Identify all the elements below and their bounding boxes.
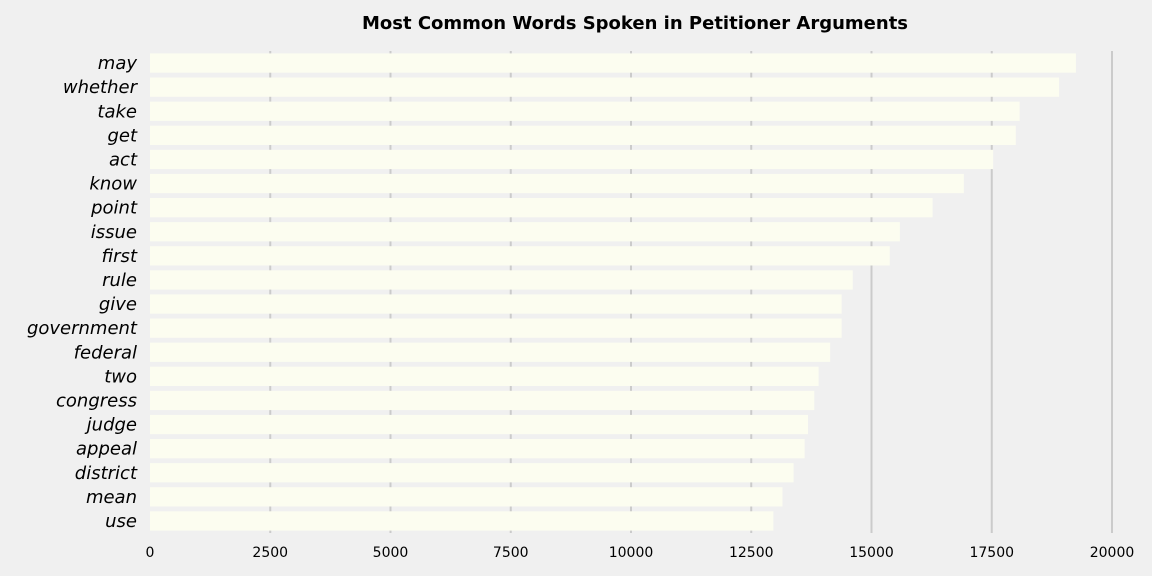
category-label: give (99, 294, 137, 315)
category-label: federal (74, 342, 137, 363)
bar-two (150, 366, 819, 386)
chart-title: Most Common Words Spoken in Petitioner A… (362, 13, 908, 34)
bar-judge (150, 414, 809, 435)
category-label: whether (63, 77, 139, 98)
category-label: get (107, 125, 138, 146)
bar-government (150, 318, 842, 338)
x-tick-label: 5000 (373, 545, 409, 561)
bar-point (150, 198, 933, 218)
bar-district (150, 463, 794, 483)
category-label: judge (84, 415, 137, 436)
category-label: know (89, 174, 137, 195)
x-tick-label: 17500 (969, 545, 1014, 561)
category-label: government (27, 318, 138, 339)
category-label: rule (102, 270, 137, 291)
x-tick-label: 0 (146, 545, 155, 561)
category-label: may (98, 53, 138, 74)
x-tick-label: 10000 (609, 545, 654, 561)
category-label: point (90, 198, 138, 219)
bar-use (150, 511, 774, 531)
category-label: use (105, 511, 137, 532)
bar-take (150, 101, 1020, 121)
category-label: district (75, 463, 138, 484)
bar-whether (150, 77, 1060, 97)
bar-first (150, 246, 890, 266)
x-tick-label: 2500 (252, 545, 288, 561)
bar-rule (150, 270, 853, 290)
bar-congress (150, 390, 815, 411)
category-label: appeal (76, 439, 137, 460)
bar-know (150, 173, 964, 194)
x-tick-label: 12500 (729, 545, 774, 561)
category-label: congress (56, 390, 137, 411)
category-labels: may whether take get act know point issue first r… (27, 53, 139, 532)
bar-appeal (150, 439, 805, 459)
grid-lines (269, 51, 1113, 533)
category-label: act (109, 149, 138, 170)
x-tick-label: 20000 (1090, 545, 1135, 561)
category-label: first (102, 246, 138, 267)
category-label: issue (91, 222, 137, 243)
bar-federal (150, 342, 831, 362)
bar-act (150, 149, 994, 170)
category-label: two (104, 366, 137, 387)
bar-get (150, 125, 1016, 145)
bar-give (150, 294, 842, 314)
x-tick-label: 15000 (849, 545, 894, 561)
category-label: mean (86, 487, 137, 508)
bar-may (150, 53, 1076, 73)
category-label: take (97, 101, 137, 122)
x-tick-labels: 0 2500 5000 7500 10000 12500 15000 17500 20000 (146, 545, 1135, 561)
x-tick-label: 7500 (493, 545, 529, 561)
bar-issue (150, 222, 900, 242)
bars (150, 53, 1076, 531)
bar-mean (150, 487, 783, 507)
